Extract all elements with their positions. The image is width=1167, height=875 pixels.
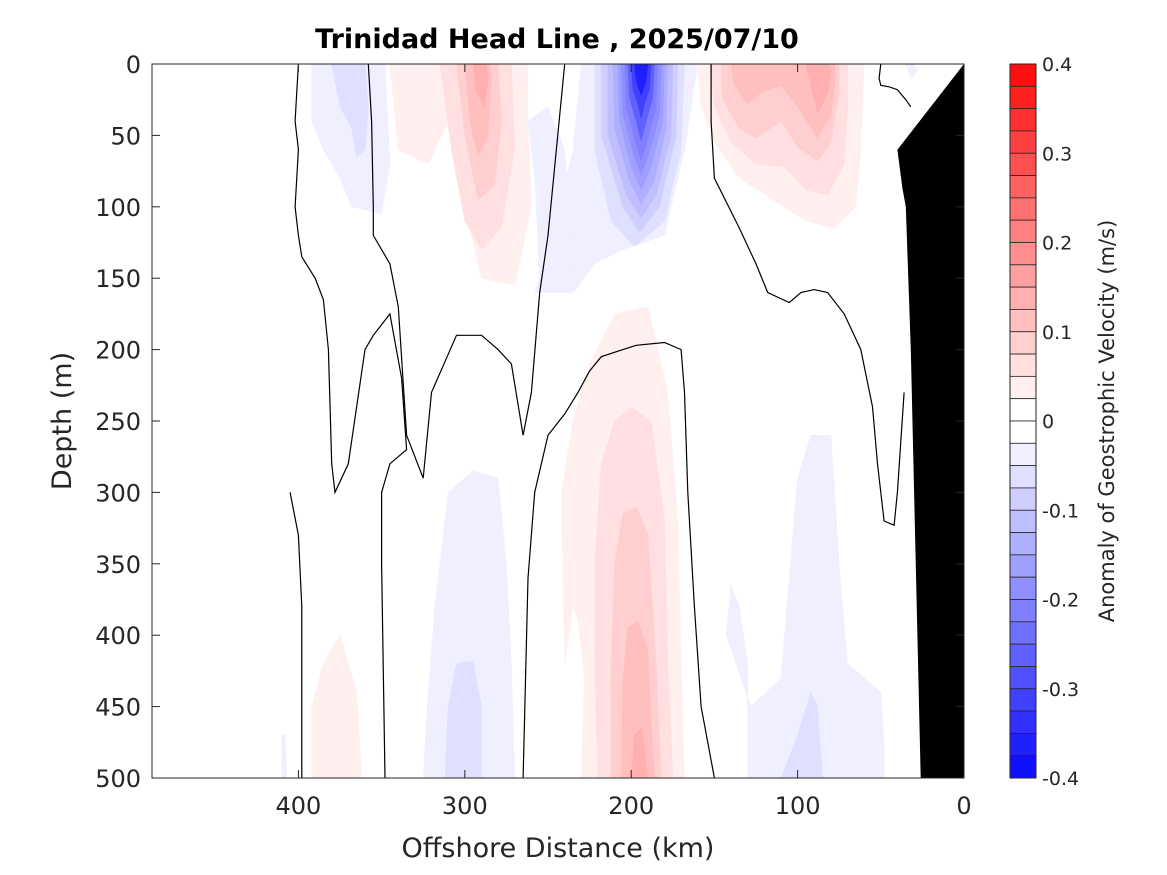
y-tick-label: 0 [126, 51, 141, 79]
contour-fill-region [311, 634, 362, 778]
y-tick-label: 450 [95, 694, 141, 722]
colorbar-level [1009, 755, 1037, 779]
contour-fill-region [780, 691, 823, 778]
zero-contour-line [289, 492, 303, 778]
y-tick-label: 350 [95, 551, 141, 579]
colorbar-level [1009, 286, 1037, 310]
colorbar-level [1009, 487, 1037, 511]
colorbar-level [1009, 643, 1037, 667]
colorbar-level [1009, 732, 1037, 757]
colorbar-tick-label: -0.2 [1042, 590, 1079, 612]
contour-fill-region [444, 660, 482, 778]
colorbar-level [1009, 242, 1037, 266]
colorbar-tick-label: 0.3 [1042, 143, 1072, 165]
colorbar-level [1009, 108, 1037, 132]
colorbar-level [1009, 219, 1037, 243]
x-tick-label: 200 [608, 792, 654, 820]
contour-fill-region [725, 435, 885, 778]
contour-fill-region [630, 727, 649, 778]
colorbar-tick-label: -0.1 [1042, 500, 1079, 522]
colorbar-level [1009, 353, 1037, 377]
contour-fill-region [527, 106, 574, 293]
colorbar-level [1009, 331, 1037, 355]
y-tick-label: 100 [95, 194, 141, 222]
colorbar-level [1009, 264, 1037, 288]
x-tick-label: 0 [956, 792, 971, 820]
zero-contour-line [522, 341, 715, 778]
zero-contour-line [367, 64, 566, 479]
colorbar-level [1009, 442, 1037, 467]
colorbar-level [1009, 465, 1037, 489]
contour-fill-region [472, 64, 489, 108]
colorbar-level [1009, 130, 1037, 154]
colorbar-level [1009, 152, 1037, 176]
y-tick-label: 400 [95, 622, 141, 650]
colorbar-level [1009, 710, 1037, 734]
colorbar-tick-label: -0.4 [1042, 768, 1079, 790]
colorbar-level [1009, 63, 1037, 87]
y-tick-label: 150 [95, 265, 141, 293]
colorbar-tick-label: 0 [1042, 411, 1054, 433]
x-tick-label: 400 [276, 792, 322, 820]
zero-contour-line [878, 64, 912, 108]
contour-fill-region [730, 64, 837, 139]
y-tick-label: 300 [95, 479, 141, 507]
colorbar-level [1009, 197, 1037, 221]
contour-fill-region [905, 64, 918, 79]
contour-fill-region [422, 470, 515, 778]
y-axis-label: Depth (m) [47, 352, 78, 490]
colorbar: 0.4 0.3 0.2 0.1 0 -0.1 -0.2 -0.3 -0.4 [1009, 54, 1079, 790]
colorbar-tick-label: 0.1 [1042, 322, 1072, 344]
colorbar-level [1009, 532, 1037, 556]
colorbar-level [1009, 599, 1037, 623]
colorbar-tick-label: 0.2 [1042, 233, 1072, 255]
zero-contour-line [294, 64, 408, 778]
contour-fill-region [634, 64, 649, 97]
zero-contour-lines [289, 64, 912, 778]
contour-fill-region [805, 64, 832, 115]
colorbar-label: Anomaly of Geostrophic Velocity (m/s) [1095, 220, 1119, 623]
colorbar-level [1009, 420, 1037, 444]
colorbar-level [1009, 509, 1037, 533]
colorbar-tick-label: 0.4 [1042, 54, 1072, 76]
bathymetry-seafloor [897, 64, 964, 778]
y-tick-label: 500 [95, 765, 141, 793]
colorbar-level [1009, 666, 1037, 690]
zero-contour-line [710, 64, 905, 527]
colorbar-level [1009, 375, 1037, 400]
colorbar-level [1009, 175, 1037, 199]
colorbar-level [1009, 688, 1037, 712]
x-tick-label: 300 [442, 792, 488, 820]
x-axis-ticks: 400 300 200 100 0 [276, 64, 972, 820]
colorbar-tick-label: -0.3 [1042, 679, 1079, 701]
colorbar-level [1009, 309, 1037, 333]
chart-title: Trinidad Head Line , 2025/07/10 [315, 24, 799, 55]
colorbar-level [1009, 576, 1037, 600]
x-axis-label: Offshore Distance (km) [402, 833, 715, 864]
y-tick-label: 250 [95, 408, 141, 436]
colorbar-frame [1009, 63, 1037, 779]
colorbar-level [1009, 621, 1037, 645]
contour-fill-region [331, 64, 369, 158]
x-tick-label: 100 [775, 792, 821, 820]
contour-fill-region [281, 734, 288, 778]
y-axis-ticks: 0 50 100 150 200 250 300 350 400 450 500 [95, 51, 964, 793]
colorbar-level [1009, 85, 1037, 110]
contour-fill-region [620, 620, 655, 778]
y-tick-label: 50 [110, 122, 141, 150]
y-tick-label: 200 [95, 337, 141, 365]
colorbar-level [1009, 554, 1037, 578]
colorbar-level [1009, 398, 1037, 422]
